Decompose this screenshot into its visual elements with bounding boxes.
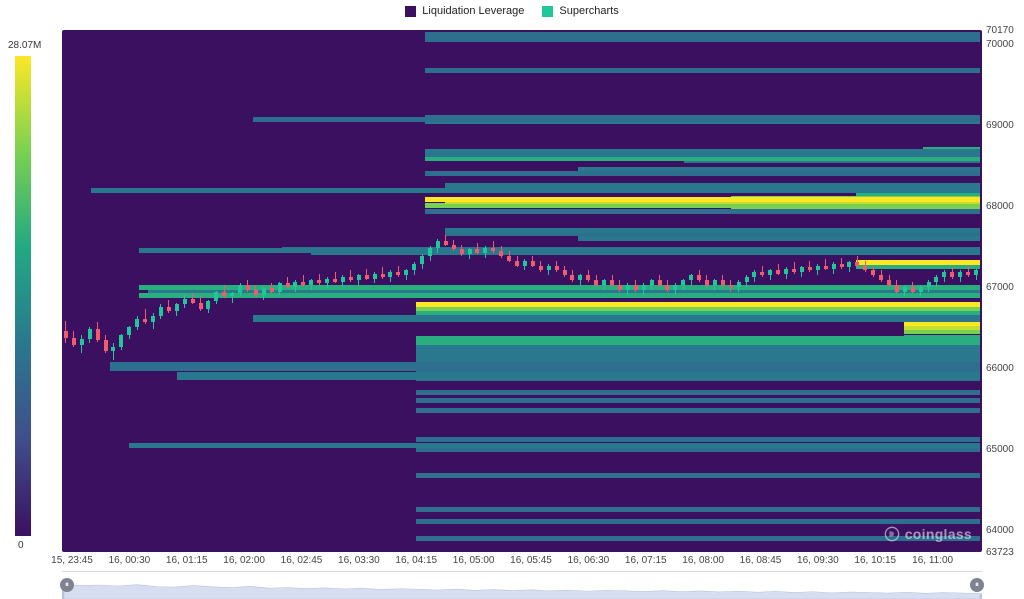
legend-swatch bbox=[405, 6, 416, 17]
x-tick: 16, 05:45 bbox=[510, 555, 552, 566]
x-tick: 16, 07:15 bbox=[625, 555, 667, 566]
liquidation-bar bbox=[416, 398, 980, 403]
liquidation-bar bbox=[416, 390, 980, 395]
liquidation-bar bbox=[253, 117, 980, 122]
chart-column: coinglass bbox=[52, 22, 982, 552]
x-tick: 16, 02:45 bbox=[281, 555, 323, 566]
legend: Liquidation Leverage Supercharts bbox=[0, 0, 1024, 22]
legend-label: Liquidation Leverage bbox=[422, 5, 524, 17]
liquidation-bar bbox=[445, 228, 981, 233]
liquidation-bar bbox=[425, 171, 980, 176]
liquidation-bar bbox=[425, 197, 980, 202]
y-tick: 68000 bbox=[986, 201, 1014, 212]
colorbar-max: 28.07M bbox=[8, 40, 41, 51]
liquidation-bar bbox=[425, 37, 980, 42]
liquidation-bar bbox=[856, 260, 980, 265]
plot-area[interactable]: coinglass bbox=[62, 30, 982, 552]
y-tick: 65000 bbox=[986, 444, 1014, 455]
liquidation-bar bbox=[416, 473, 980, 478]
colorbar-column: 28.07M 0 bbox=[0, 22, 52, 552]
y-tick: 66000 bbox=[986, 363, 1014, 374]
liquidation-bar bbox=[416, 353, 980, 358]
coinglass-icon bbox=[884, 526, 900, 542]
y-tick: 69000 bbox=[986, 120, 1014, 131]
liquidation-bar bbox=[425, 68, 980, 73]
x-tick: 16, 02:00 bbox=[223, 555, 265, 566]
x-tick: 16, 05:00 bbox=[453, 555, 495, 566]
x-axis: 15, 23:4516, 00:3016, 01:1516, 02:0016, … bbox=[62, 555, 982, 567]
watermark-text: coinglass bbox=[905, 526, 972, 542]
liquidation-bar bbox=[425, 209, 980, 214]
liquidation-bar bbox=[416, 507, 980, 512]
x-tick: 16, 08:45 bbox=[740, 555, 782, 566]
x-tick: 16, 08:00 bbox=[682, 555, 724, 566]
x-tick: 15, 23:45 bbox=[51, 555, 93, 566]
x-tick: 16, 09:30 bbox=[797, 555, 839, 566]
watermark: coinglass bbox=[884, 526, 972, 542]
legend-swatch bbox=[542, 6, 553, 17]
x-tick: 16, 00:30 bbox=[109, 555, 151, 566]
colorbar-min: 0 bbox=[18, 540, 24, 551]
liquidation-bar bbox=[129, 443, 980, 448]
overview-handle-right[interactable]: ⏸ bbox=[970, 578, 984, 592]
y-tick: 70000 bbox=[986, 39, 1014, 50]
y-tick: 67000 bbox=[986, 282, 1014, 293]
x-tick: 16, 10:15 bbox=[854, 555, 896, 566]
liquidation-bar bbox=[416, 519, 980, 524]
overview-profile bbox=[62, 572, 982, 599]
x-tick: 16, 04:15 bbox=[395, 555, 437, 566]
x-tick: 16, 03:30 bbox=[338, 555, 380, 566]
y-tick: 64000 bbox=[986, 525, 1014, 536]
liquidation-bar bbox=[253, 315, 980, 320]
liquidation-bar bbox=[578, 236, 980, 241]
y-tick: 70170 bbox=[986, 25, 1014, 36]
legend-item[interactable]: Liquidation Leverage bbox=[405, 5, 524, 17]
x-tick: 16, 06:30 bbox=[568, 555, 610, 566]
overview-strip[interactable]: ⏸ ⏸ bbox=[62, 571, 982, 599]
liquidation-bar bbox=[416, 336, 980, 341]
liquidation-bar bbox=[416, 408, 980, 413]
overview-handle-left[interactable]: ⏸ bbox=[60, 578, 74, 592]
liquidation-bar bbox=[139, 248, 981, 253]
x-tick: 16, 01:15 bbox=[166, 555, 208, 566]
root: Liquidation Leverage Supercharts 28.07M 0… bbox=[0, 0, 1024, 599]
liquidation-bar bbox=[416, 302, 980, 307]
body: 28.07M 0 coinglass 70170 70000 69000 68000 6… bbox=[0, 22, 1024, 552]
liquidation-bar bbox=[425, 32, 980, 37]
pause-icon: ⏸ bbox=[65, 580, 69, 590]
liquidation-bar bbox=[416, 437, 980, 442]
pause-icon: ⏸ bbox=[975, 580, 979, 590]
y-axis: 70170 70000 69000 68000 67000 66000 65000 64000… bbox=[982, 22, 1024, 552]
colorbar bbox=[15, 56, 31, 536]
liquidation-bar bbox=[91, 188, 980, 193]
liquidation-bar bbox=[110, 366, 980, 371]
x-tick: 16, 11:00 bbox=[912, 555, 953, 566]
liquidation-bar bbox=[425, 149, 980, 154]
legend-item[interactable]: Supercharts bbox=[542, 5, 618, 17]
liquidation-bar bbox=[177, 372, 980, 377]
y-tick: 63723 bbox=[986, 547, 1014, 558]
legend-label: Supercharts bbox=[559, 5, 618, 17]
